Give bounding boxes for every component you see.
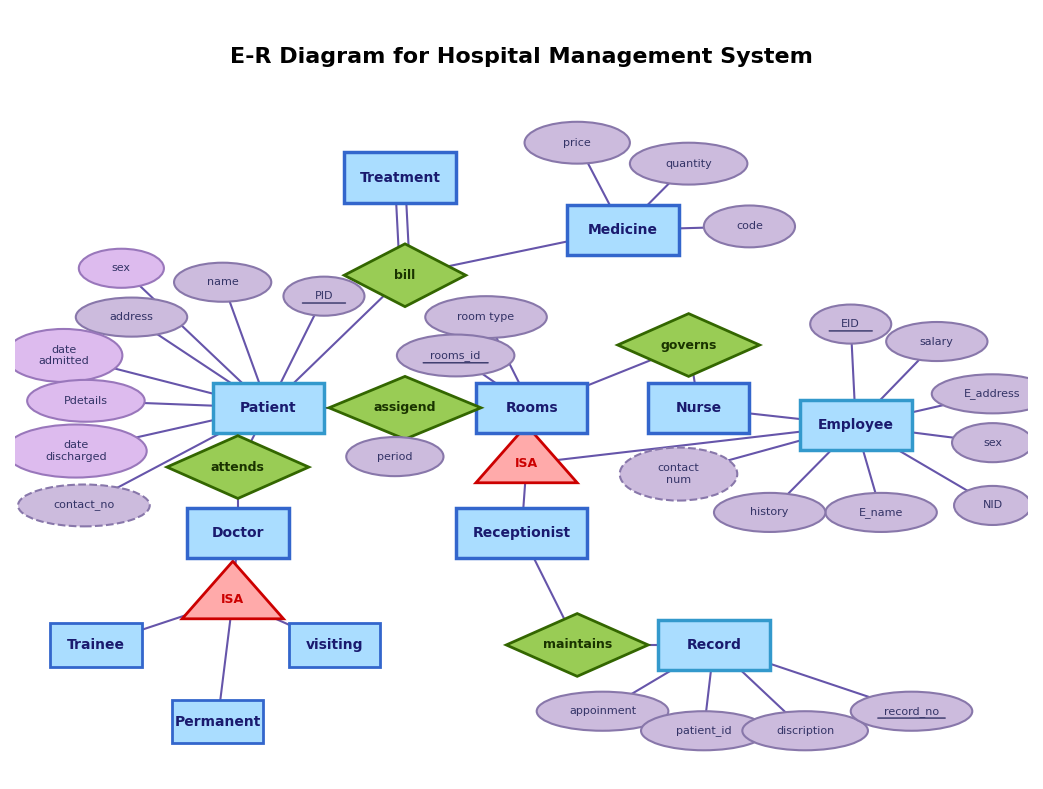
Text: patient_id: patient_id: [676, 725, 731, 736]
Ellipse shape: [887, 322, 988, 361]
Text: history: history: [751, 507, 789, 518]
Text: Record: Record: [686, 638, 742, 652]
Text: NID: NID: [983, 500, 1002, 510]
Ellipse shape: [630, 143, 748, 185]
Polygon shape: [167, 436, 309, 499]
FancyBboxPatch shape: [648, 383, 750, 433]
Text: name: name: [207, 277, 239, 287]
Polygon shape: [344, 244, 466, 307]
Text: Receptionist: Receptionist: [472, 526, 571, 540]
Text: ISA: ISA: [221, 593, 244, 606]
Polygon shape: [329, 376, 481, 439]
Ellipse shape: [426, 296, 547, 338]
Text: Pdetails: Pdetails: [64, 396, 107, 406]
Ellipse shape: [27, 380, 145, 422]
Text: bill: bill: [394, 269, 415, 282]
Ellipse shape: [851, 692, 972, 731]
FancyBboxPatch shape: [456, 508, 587, 559]
Ellipse shape: [18, 484, 150, 526]
Text: price: price: [563, 138, 591, 148]
FancyBboxPatch shape: [213, 383, 324, 433]
Ellipse shape: [641, 711, 767, 750]
Ellipse shape: [954, 486, 1032, 525]
Text: maintains: maintains: [542, 638, 612, 652]
Text: address: address: [110, 312, 153, 322]
Ellipse shape: [620, 447, 737, 500]
Text: sex: sex: [984, 438, 1002, 447]
Ellipse shape: [5, 424, 147, 477]
Text: EID: EID: [842, 319, 860, 329]
Ellipse shape: [76, 297, 187, 337]
Ellipse shape: [743, 711, 868, 750]
Ellipse shape: [284, 277, 364, 316]
FancyBboxPatch shape: [187, 508, 289, 559]
Ellipse shape: [79, 249, 164, 288]
Text: Employee: Employee: [818, 418, 894, 432]
Polygon shape: [506, 614, 648, 676]
Ellipse shape: [931, 374, 1043, 413]
Text: date
admitted: date admitted: [39, 345, 89, 366]
Text: E_name: E_name: [859, 507, 903, 518]
FancyBboxPatch shape: [344, 152, 456, 203]
Text: discription: discription: [776, 726, 834, 736]
FancyBboxPatch shape: [172, 700, 263, 743]
Title: E-R Diagram for Hospital Management System: E-R Diagram for Hospital Management Syst…: [231, 47, 812, 66]
Text: Patient: Patient: [240, 401, 296, 415]
Ellipse shape: [397, 335, 514, 376]
Text: rooms_id: rooms_id: [431, 350, 481, 361]
Text: quantity: quantity: [665, 159, 712, 169]
Text: Doctor: Doctor: [212, 526, 264, 540]
Text: ISA: ISA: [515, 457, 538, 470]
Ellipse shape: [952, 423, 1033, 462]
Ellipse shape: [810, 305, 892, 344]
Polygon shape: [617, 313, 759, 376]
Text: salary: salary: [920, 337, 953, 346]
Ellipse shape: [5, 329, 122, 382]
Text: visiting: visiting: [306, 638, 363, 652]
Text: code: code: [736, 222, 762, 231]
Ellipse shape: [346, 437, 443, 476]
Polygon shape: [476, 425, 577, 483]
Text: Medicine: Medicine: [588, 223, 658, 237]
Text: assigend: assigend: [373, 402, 436, 414]
Ellipse shape: [704, 205, 795, 247]
Text: contact_no: contact_no: [53, 500, 115, 510]
Text: Nurse: Nurse: [676, 401, 722, 415]
Text: Trainee: Trainee: [67, 638, 125, 652]
FancyBboxPatch shape: [289, 623, 380, 667]
FancyBboxPatch shape: [658, 620, 770, 670]
Text: appoinment: appoinment: [569, 706, 636, 716]
FancyBboxPatch shape: [567, 205, 679, 255]
Polygon shape: [183, 561, 284, 619]
Text: PID: PID: [315, 291, 333, 301]
Text: date
discharged: date discharged: [45, 440, 106, 462]
Text: attends: attends: [211, 461, 265, 473]
Text: E_address: E_address: [965, 388, 1021, 399]
Text: record_no: record_no: [883, 706, 939, 716]
Text: Rooms: Rooms: [505, 401, 558, 415]
Text: Treatment: Treatment: [360, 170, 440, 185]
FancyBboxPatch shape: [50, 623, 142, 667]
FancyBboxPatch shape: [800, 400, 912, 451]
Text: room type: room type: [458, 312, 514, 322]
Ellipse shape: [525, 122, 630, 163]
Text: contact
num: contact num: [658, 463, 700, 485]
Text: period: period: [378, 451, 413, 462]
FancyBboxPatch shape: [476, 383, 587, 433]
Text: governs: governs: [660, 338, 717, 352]
Ellipse shape: [825, 493, 937, 532]
Text: Permanent: Permanent: [174, 715, 261, 729]
Ellipse shape: [714, 493, 825, 532]
Text: sex: sex: [112, 264, 130, 273]
Ellipse shape: [537, 692, 669, 731]
Ellipse shape: [174, 263, 271, 301]
